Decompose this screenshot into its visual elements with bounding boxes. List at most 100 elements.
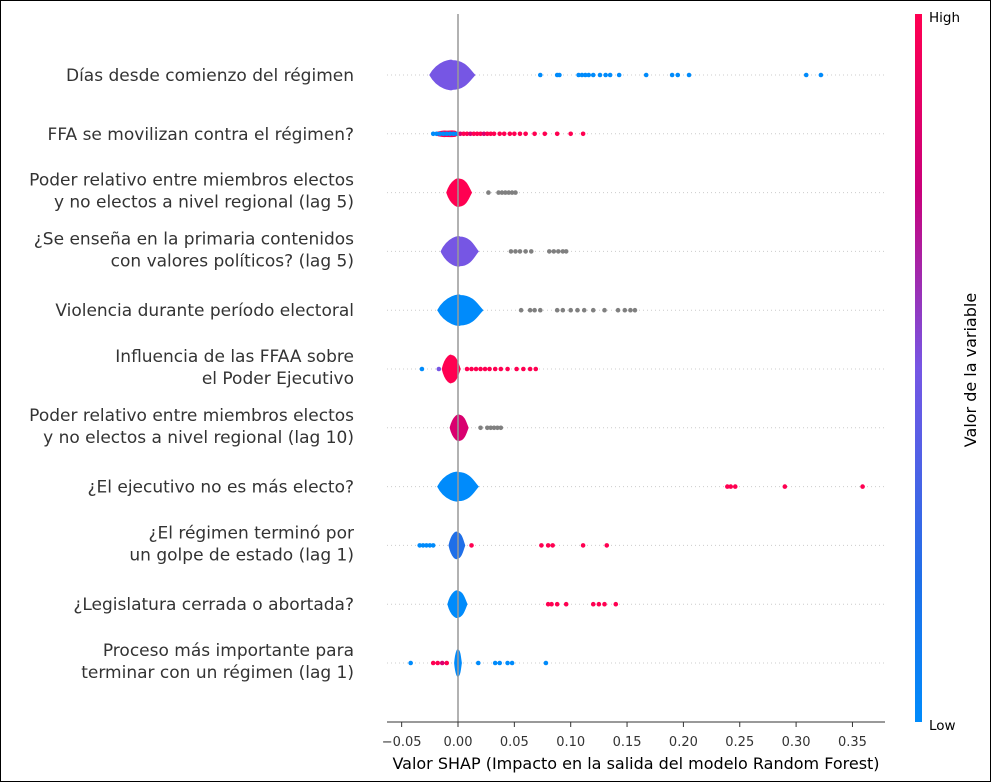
shap-point — [728, 484, 734, 489]
shap-point — [441, 131, 446, 137]
shap-point — [560, 307, 566, 313]
feature-label: Días desde comienzo del régimen — [66, 66, 354, 86]
feature-row: Violencia durante período electoral — [55, 294, 885, 326]
shap-point — [532, 131, 537, 137]
feature-label: ¿Se enseña en la primaria contenidos — [34, 229, 354, 249]
shap-point — [497, 131, 502, 137]
shap-point — [491, 131, 497, 137]
shap-point — [498, 366, 504, 372]
shap-point — [557, 72, 562, 78]
feature-label: con valores políticos? (lag 5) — [111, 251, 354, 271]
shap-point — [501, 131, 507, 137]
x-axis-ticks: −0.05 0.00 0.05 0.10 0.15 0.20 0.25 0.30 0.35 — [382, 722, 867, 750]
feature-label: y no electos a nivel regional (lag 10) — [43, 428, 354, 448]
shap-point — [478, 131, 483, 137]
shap-point — [669, 72, 675, 78]
shap-point — [499, 190, 505, 195]
shap-point — [444, 131, 450, 137]
shap-point — [568, 131, 573, 137]
shap-point — [556, 249, 561, 254]
shap-point — [615, 307, 621, 313]
shap-point — [497, 660, 502, 666]
colorbar — [915, 14, 922, 722]
shap-point — [447, 131, 453, 137]
shap-point — [495, 425, 500, 431]
feature-row: Días desde comienzo del régimen — [66, 59, 885, 91]
shap-point — [481, 131, 487, 137]
shap-point — [485, 425, 490, 431]
feature-label: Poder relativo entre miembros electos — [29, 406, 354, 426]
feature-label: terminar con un régimen (lag 1) — [81, 663, 354, 683]
shap-point — [563, 249, 569, 254]
shap-point — [475, 660, 481, 666]
shap-point — [628, 307, 633, 313]
shap-point — [506, 190, 512, 195]
shap-point — [517, 249, 523, 254]
shap-point — [803, 72, 809, 78]
violin-shape — [429, 59, 476, 91]
shap-point — [622, 307, 628, 313]
shap-point — [474, 131, 480, 137]
shap-point — [602, 601, 607, 607]
shap-point — [607, 72, 613, 78]
x-tick-label: 0.35 — [838, 735, 867, 750]
feature-label: Influencia de las FFAA sobre — [115, 347, 354, 367]
shap-point — [613, 601, 619, 607]
shap-point — [507, 131, 513, 137]
shap-point — [486, 190, 491, 195]
shap-point — [580, 131, 586, 137]
shap-point — [616, 72, 622, 78]
feature-label: un golpe de estado (lag 1) — [129, 545, 354, 565]
shap-point — [430, 660, 436, 666]
violin-shape — [437, 294, 484, 326]
shap-point — [508, 249, 514, 254]
shap-point — [860, 484, 865, 489]
violin-shape — [440, 236, 479, 267]
shap-point — [478, 425, 483, 431]
shap-point — [451, 131, 456, 137]
shap-point — [580, 543, 586, 548]
shap-point — [527, 307, 533, 313]
shap-point — [471, 131, 477, 137]
feature-label: ¿Legislatura cerrada o abortada? — [73, 595, 354, 615]
shap-point — [518, 307, 524, 313]
x-tick-label: 0.05 — [500, 735, 529, 750]
shap-point — [482, 366, 488, 372]
x-tick-label: 0.15 — [613, 735, 642, 750]
shap-point — [469, 543, 474, 548]
feature-row: ¿Legislatura cerrada o abortada? — [73, 590, 885, 619]
shap-point — [549, 601, 554, 607]
shap-point — [505, 660, 510, 666]
shap-point — [581, 307, 587, 313]
shap-point — [590, 601, 596, 607]
shap-point — [597, 72, 603, 78]
shap-point — [478, 366, 483, 372]
shap-point — [732, 484, 738, 489]
shap-point — [527, 366, 533, 372]
feature-label: FFA se movilizan contra el régimen? — [48, 125, 354, 145]
shap-point — [539, 543, 544, 548]
x-tick-label: 0.10 — [556, 735, 585, 750]
colorbar-low-label: Low — [929, 718, 956, 734]
shap-point — [427, 543, 433, 548]
shap-point — [590, 307, 596, 313]
violin-shape — [448, 531, 466, 560]
shap-point — [424, 543, 429, 548]
shap-point — [434, 131, 439, 137]
shap-point — [491, 425, 497, 431]
shap-point — [537, 72, 543, 78]
shap-point — [464, 366, 470, 372]
shap-point — [473, 366, 479, 372]
shap-point — [492, 660, 498, 666]
feature-label: Poder relativo entre miembros electos — [29, 171, 354, 191]
shap-point — [419, 366, 425, 372]
x-tick-label: 0.20 — [669, 735, 698, 750]
shap-point — [512, 131, 517, 137]
shap-point — [596, 601, 602, 607]
shap-point — [488, 131, 493, 137]
shap-point — [542, 131, 548, 137]
shap-point — [509, 190, 515, 195]
